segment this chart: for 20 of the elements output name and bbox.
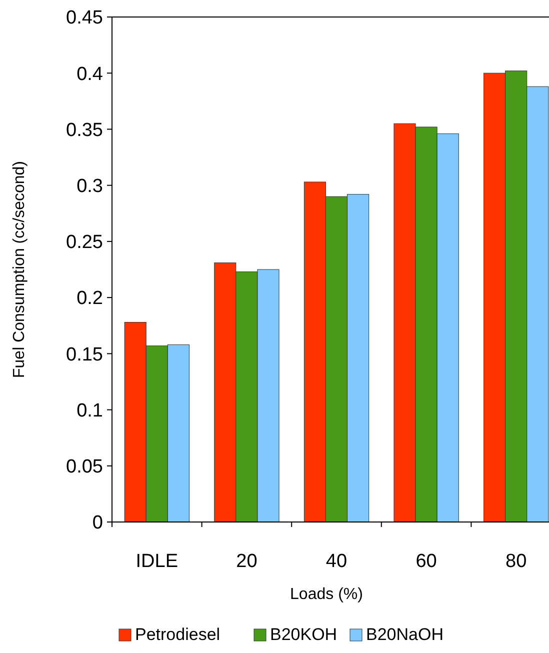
y-tick-label: 0.15 [66,344,103,366]
y-tick-label: 0.4 [76,64,104,85]
y-tick-label: 0.2 [76,288,103,310]
y-tick-label: 0.3 [76,176,103,197]
y-tick-label: 0.35 [66,120,103,141]
x-tick-label: 60 [416,551,437,572]
y-tick-label: 0.1 [76,400,103,422]
x-tick-label: 40 [326,551,348,572]
legend-label: B20NaOH [366,625,444,644]
y-tick-label: 0.25 [66,232,103,254]
y-tick-label: 0.05 [66,456,103,478]
x-axis-title: Loads (%) [290,586,363,603]
y-axis-title: Fuel Consumption (cc/second) [11,161,28,378]
y-tick-label: 0.45 [66,8,103,29]
legend-label: B20KOH [270,625,338,644]
x-tick-label: 80 [506,551,527,572]
x-tick-label: 20 [236,551,258,572]
x-tick-label: IDLE [136,551,178,572]
y-tick-label: 0 [92,512,103,534]
legend-label: Petrodiesel [135,625,220,644]
